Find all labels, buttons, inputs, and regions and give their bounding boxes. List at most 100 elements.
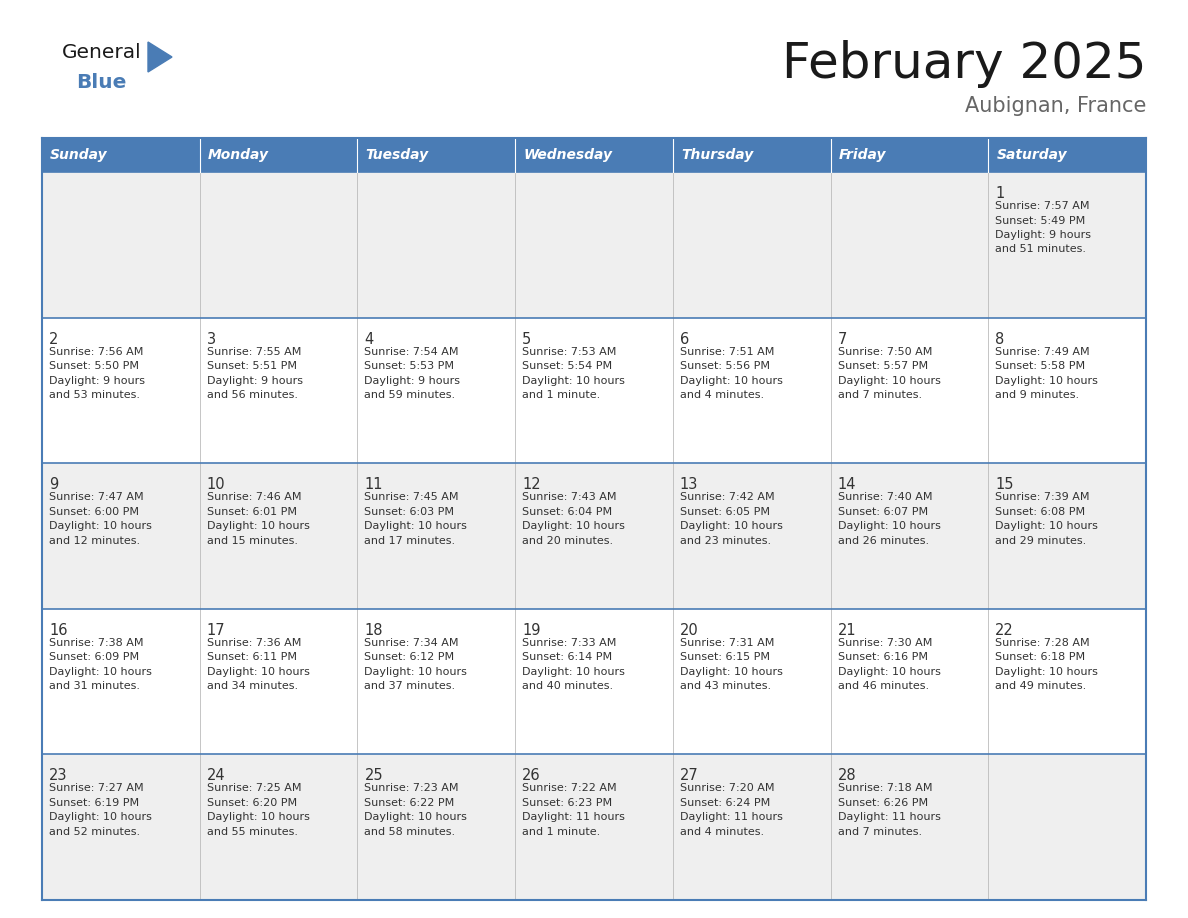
Text: Sunrise: 7:36 AM: Sunrise: 7:36 AM <box>207 638 301 648</box>
Text: Daylight: 10 hours: Daylight: 10 hours <box>996 375 1098 386</box>
Text: Sunrise: 7:33 AM: Sunrise: 7:33 AM <box>523 638 617 648</box>
Text: Daylight: 10 hours: Daylight: 10 hours <box>680 666 783 677</box>
Text: Sunrise: 7:45 AM: Sunrise: 7:45 AM <box>365 492 459 502</box>
Text: General: General <box>62 43 141 62</box>
Bar <box>42 755 1146 900</box>
Text: Sunset: 6:14 PM: Sunset: 6:14 PM <box>523 653 612 662</box>
Text: Sunset: 6:05 PM: Sunset: 6:05 PM <box>680 507 770 517</box>
Text: 12: 12 <box>523 477 541 492</box>
Text: Sunset: 6:19 PM: Sunset: 6:19 PM <box>49 798 139 808</box>
Text: 21: 21 <box>838 622 857 638</box>
Text: Daylight: 10 hours: Daylight: 10 hours <box>838 521 941 532</box>
Text: Sunset: 5:58 PM: Sunset: 5:58 PM <box>996 361 1086 371</box>
Text: and 59 minutes.: and 59 minutes. <box>365 390 455 400</box>
Text: Sunrise: 7:53 AM: Sunrise: 7:53 AM <box>523 347 617 356</box>
Text: Sunrise: 7:28 AM: Sunrise: 7:28 AM <box>996 638 1089 648</box>
Text: Sunset: 5:53 PM: Sunset: 5:53 PM <box>365 361 455 371</box>
Text: February 2025: February 2025 <box>782 40 1146 88</box>
Bar <box>42 609 1146 755</box>
Text: and 7 minutes.: and 7 minutes. <box>838 827 922 837</box>
Bar <box>672 138 830 172</box>
Text: Sunrise: 7:56 AM: Sunrise: 7:56 AM <box>49 347 144 356</box>
Bar <box>42 318 1146 464</box>
Text: Sunset: 6:23 PM: Sunset: 6:23 PM <box>523 798 612 808</box>
Text: Sunset: 6:09 PM: Sunset: 6:09 PM <box>49 653 139 662</box>
Text: and 15 minutes.: and 15 minutes. <box>207 536 298 545</box>
Text: 11: 11 <box>365 477 383 492</box>
Text: Daylight: 9 hours: Daylight: 9 hours <box>207 375 303 386</box>
Text: Sunset: 6:11 PM: Sunset: 6:11 PM <box>207 653 297 662</box>
Text: and 17 minutes.: and 17 minutes. <box>365 536 455 545</box>
Text: 13: 13 <box>680 477 699 492</box>
Text: Sunrise: 7:25 AM: Sunrise: 7:25 AM <box>207 783 302 793</box>
Text: and 1 minute.: and 1 minute. <box>523 390 600 400</box>
Text: Sunrise: 7:57 AM: Sunrise: 7:57 AM <box>996 201 1089 211</box>
Text: Sunset: 6:12 PM: Sunset: 6:12 PM <box>365 653 455 662</box>
Text: and 49 minutes.: and 49 minutes. <box>996 681 1087 691</box>
Text: Daylight: 10 hours: Daylight: 10 hours <box>365 812 467 823</box>
Text: Sunset: 6:08 PM: Sunset: 6:08 PM <box>996 507 1086 517</box>
Text: Daylight: 10 hours: Daylight: 10 hours <box>49 812 152 823</box>
Text: Sunset: 6:15 PM: Sunset: 6:15 PM <box>680 653 770 662</box>
Text: Sunset: 6:16 PM: Sunset: 6:16 PM <box>838 653 928 662</box>
Text: Daylight: 10 hours: Daylight: 10 hours <box>523 521 625 532</box>
Text: and 7 minutes.: and 7 minutes. <box>838 390 922 400</box>
Text: Daylight: 11 hours: Daylight: 11 hours <box>838 812 941 823</box>
Text: Sunrise: 7:30 AM: Sunrise: 7:30 AM <box>838 638 931 648</box>
Text: 27: 27 <box>680 768 699 783</box>
Text: 4: 4 <box>365 331 374 347</box>
Text: Daylight: 10 hours: Daylight: 10 hours <box>365 666 467 677</box>
Text: Sunset: 5:50 PM: Sunset: 5:50 PM <box>49 361 139 371</box>
Text: 6: 6 <box>680 331 689 347</box>
Text: Aubignan, France: Aubignan, France <box>965 96 1146 116</box>
Text: Sunset: 6:00 PM: Sunset: 6:00 PM <box>49 507 139 517</box>
Text: Sunrise: 7:43 AM: Sunrise: 7:43 AM <box>523 492 617 502</box>
Text: and 40 minutes.: and 40 minutes. <box>523 681 613 691</box>
Text: 22: 22 <box>996 622 1015 638</box>
Text: Sunset: 6:22 PM: Sunset: 6:22 PM <box>365 798 455 808</box>
Text: Daylight: 11 hours: Daylight: 11 hours <box>523 812 625 823</box>
Text: Saturday: Saturday <box>997 148 1067 162</box>
Text: and 23 minutes.: and 23 minutes. <box>680 536 771 545</box>
Text: and 46 minutes.: and 46 minutes. <box>838 681 929 691</box>
Text: Sunrise: 7:23 AM: Sunrise: 7:23 AM <box>365 783 459 793</box>
Text: Daylight: 10 hours: Daylight: 10 hours <box>49 666 152 677</box>
Text: Friday: Friday <box>839 148 886 162</box>
Text: Sunset: 5:49 PM: Sunset: 5:49 PM <box>996 216 1086 226</box>
Text: 24: 24 <box>207 768 226 783</box>
Text: 3: 3 <box>207 331 216 347</box>
Text: Sunset: 6:04 PM: Sunset: 6:04 PM <box>523 507 612 517</box>
Text: Sunrise: 7:54 AM: Sunrise: 7:54 AM <box>365 347 459 356</box>
Text: 8: 8 <box>996 331 1005 347</box>
Text: Daylight: 9 hours: Daylight: 9 hours <box>996 230 1092 240</box>
Text: Sunset: 5:54 PM: Sunset: 5:54 PM <box>523 361 612 371</box>
Text: 1: 1 <box>996 186 1005 201</box>
Text: 20: 20 <box>680 622 699 638</box>
Text: and 56 minutes.: and 56 minutes. <box>207 390 298 400</box>
Text: Sunrise: 7:49 AM: Sunrise: 7:49 AM <box>996 347 1089 356</box>
Text: 15: 15 <box>996 477 1013 492</box>
Text: Thursday: Thursday <box>681 148 753 162</box>
Bar <box>42 464 1146 609</box>
Text: Sunrise: 7:18 AM: Sunrise: 7:18 AM <box>838 783 933 793</box>
Text: 2: 2 <box>49 331 58 347</box>
Text: and 4 minutes.: and 4 minutes. <box>680 390 764 400</box>
Text: Daylight: 10 hours: Daylight: 10 hours <box>207 812 310 823</box>
Text: Sunrise: 7:42 AM: Sunrise: 7:42 AM <box>680 492 775 502</box>
Bar <box>200 138 358 172</box>
Text: Wednesday: Wednesday <box>523 148 612 162</box>
Text: and 29 minutes.: and 29 minutes. <box>996 536 1087 545</box>
Text: Blue: Blue <box>76 73 126 92</box>
Text: Sunrise: 7:22 AM: Sunrise: 7:22 AM <box>523 783 617 793</box>
Text: and 9 minutes.: and 9 minutes. <box>996 390 1080 400</box>
Text: 25: 25 <box>365 768 383 783</box>
Text: Sunset: 6:20 PM: Sunset: 6:20 PM <box>207 798 297 808</box>
Text: and 51 minutes.: and 51 minutes. <box>996 244 1086 254</box>
Text: and 20 minutes.: and 20 minutes. <box>523 536 613 545</box>
Text: Daylight: 10 hours: Daylight: 10 hours <box>207 521 310 532</box>
Text: 9: 9 <box>49 477 58 492</box>
Text: 23: 23 <box>49 768 68 783</box>
Text: Sunset: 5:57 PM: Sunset: 5:57 PM <box>838 361 928 371</box>
Text: Tuesday: Tuesday <box>366 148 429 162</box>
Text: Daylight: 10 hours: Daylight: 10 hours <box>838 375 941 386</box>
